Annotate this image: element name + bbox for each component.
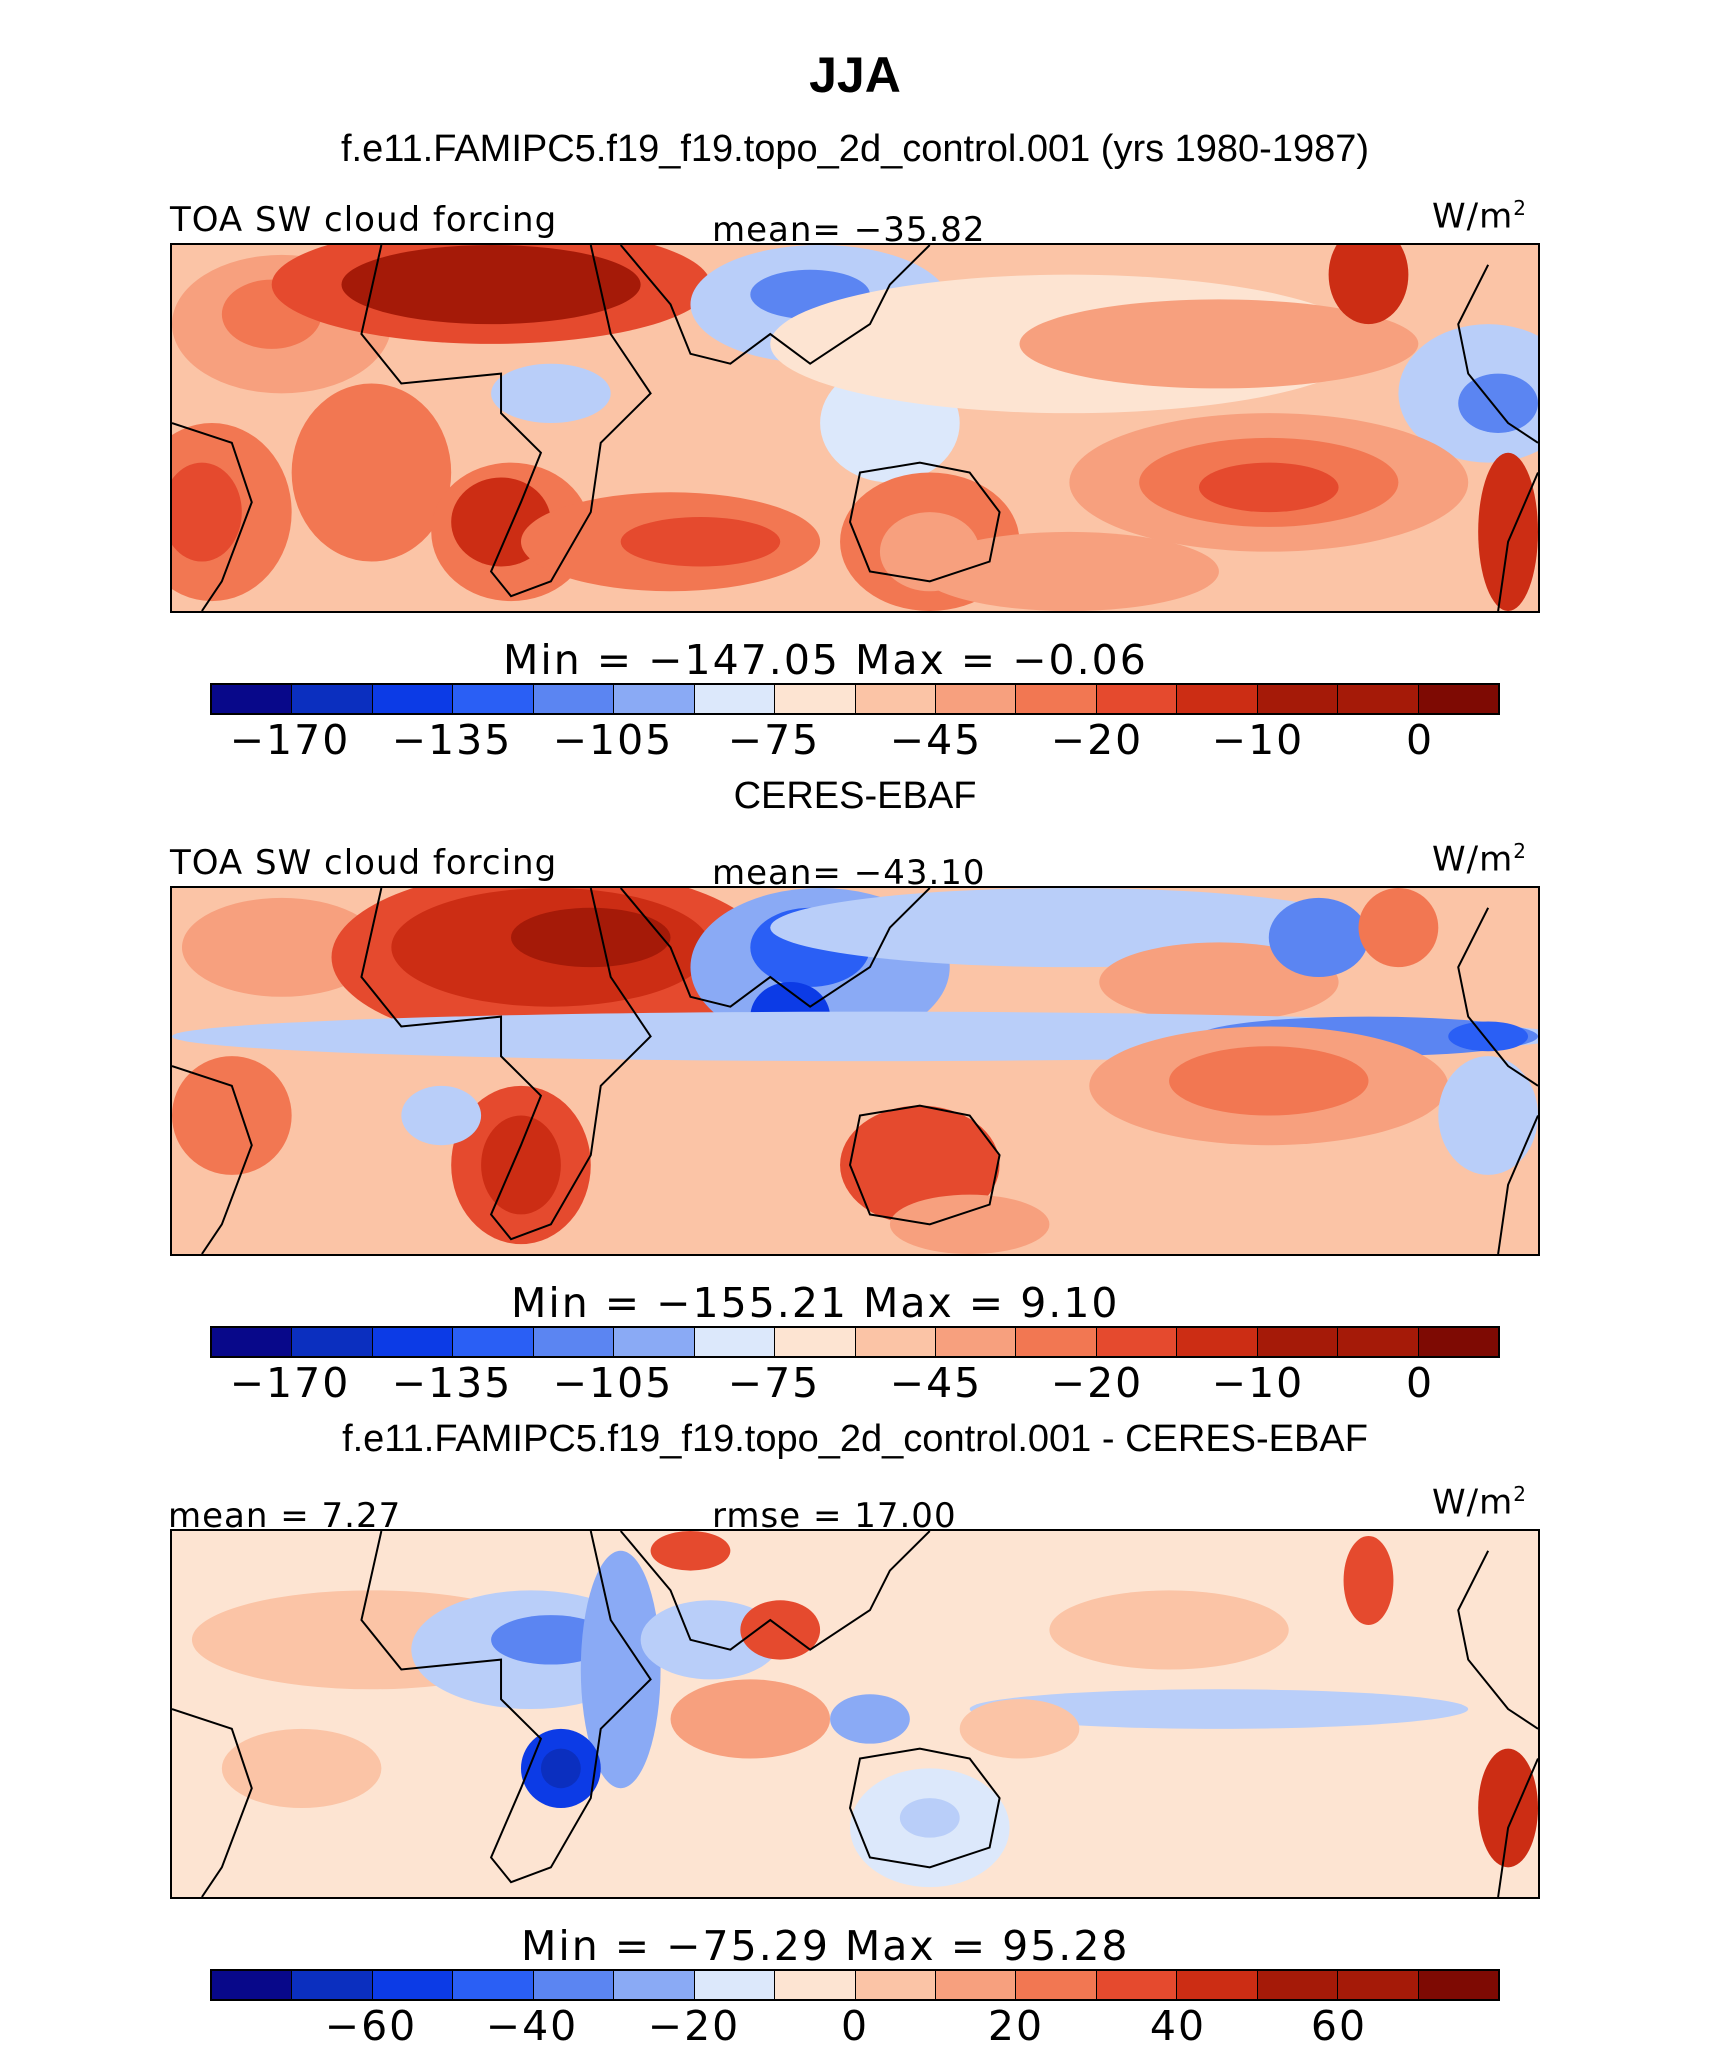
colorbar-tick: −135	[391, 1359, 513, 1407]
panel3-unit-label: W/m2	[1432, 1482, 1527, 1523]
panel3-colorbar	[210, 1969, 1500, 2001]
panel2-field-contours	[172, 888, 1538, 1254]
colorbar-swatch	[614, 1971, 695, 1999]
colorbar-swatch	[1338, 1328, 1419, 1356]
colorbar-tick: 0	[840, 2002, 870, 2050]
colorbar-swatch	[212, 1328, 293, 1356]
colorbar-swatch	[614, 685, 695, 713]
colorbar-tick: −170	[229, 1359, 351, 1407]
colorbar-swatch	[453, 1328, 534, 1356]
colorbar-tick: −60	[324, 2002, 418, 2050]
colorbar-swatch	[855, 1328, 936, 1356]
colorbar-tick: −105	[552, 716, 674, 764]
colorbar-swatch	[292, 1971, 373, 1999]
colorbar-swatch	[855, 1971, 936, 1999]
colorbar-swatch	[1016, 685, 1097, 713]
colorbar-swatch	[533, 1971, 615, 1999]
colorbar-swatch	[372, 1328, 454, 1356]
colorbar-swatch	[1418, 685, 1498, 713]
colorbar-swatch	[1257, 1971, 1339, 1999]
colorbar-tick: −40	[485, 2002, 579, 2050]
colorbar-swatch	[1338, 1971, 1419, 1999]
panel2-unit-label: W/m2	[1432, 839, 1527, 880]
panel1-unit-label: W/m2	[1432, 196, 1527, 237]
colorbar-tick: −75	[727, 1359, 821, 1407]
colorbar-tick: −10	[1211, 1359, 1305, 1407]
colorbar-swatch	[372, 685, 454, 713]
colorbar-tick: −45	[889, 1359, 983, 1407]
panel1-colorbar-ticks: −170 −135 −105 −75 −45 −20 −10 0	[210, 716, 1500, 766]
colorbar-swatch	[453, 1971, 534, 1999]
colorbar-swatch	[1096, 1328, 1178, 1356]
colorbar-tick: −105	[552, 1359, 674, 1407]
colorbar-swatch	[533, 685, 615, 713]
colorbar-tick: −135	[391, 716, 513, 764]
colorbar-tick: −20	[1050, 1359, 1144, 1407]
panel3-field-contours	[191, 1531, 1538, 1888]
panel1-variable-label: TOA SW cloud forcing	[170, 200, 558, 240]
colorbar-swatch	[1096, 1971, 1178, 1999]
colorbar-swatch	[1418, 1328, 1498, 1356]
panel3-minmax-label: Min = −75.29 Max = 95.28	[521, 1922, 1130, 1970]
colorbar-swatch	[372, 1971, 454, 1999]
colorbar-swatch	[1177, 1971, 1258, 1999]
colorbar-swatch	[775, 685, 856, 713]
colorbar-swatch	[1257, 685, 1339, 713]
colorbar-swatch	[855, 685, 936, 713]
colorbar-swatch	[775, 1971, 856, 1999]
colorbar-tick: −10	[1211, 716, 1305, 764]
colorbar-swatch	[1418, 1971, 1498, 1999]
panel1-caption: f.e11.FAMIPC5.f19_f19.topo_2d_control.00…	[340, 128, 1370, 170]
panel2-minmax-label: Min = −155.21 Max = 9.10	[511, 1279, 1120, 1327]
colorbar-swatch	[935, 685, 1017, 713]
panel2-caption: CERES-EBAF	[733, 775, 977, 817]
panel1-coastlines	[172, 245, 1538, 611]
colorbar-swatch	[1096, 685, 1178, 713]
colorbar-tick: 40	[1149, 2002, 1207, 2050]
panel3-coastlines	[172, 1531, 1538, 1897]
colorbar-tick: −170	[229, 716, 351, 764]
colorbar-tick: 0	[1405, 1359, 1435, 1407]
colorbar-swatch	[292, 685, 373, 713]
colorbar-swatch	[1177, 685, 1258, 713]
colorbar-tick: −75	[727, 716, 821, 764]
colorbar-swatch	[694, 1328, 776, 1356]
panel3-map	[170, 1529, 1540, 1899]
colorbar-swatch	[533, 1328, 615, 1356]
colorbar-swatch	[1338, 685, 1419, 713]
colorbar-swatch	[453, 685, 534, 713]
colorbar-tick: −45	[889, 716, 983, 764]
colorbar-tick: 60	[1310, 2002, 1368, 2050]
colorbar-swatch	[1257, 1328, 1339, 1356]
colorbar-swatch	[292, 1328, 373, 1356]
panel1-minmax-label: Min = −147.05 Max = −0.06	[503, 636, 1148, 684]
figure-title: JJA	[809, 47, 901, 103]
panel1-field-contours	[172, 245, 1538, 611]
colorbar-swatch	[614, 1328, 695, 1356]
panel3-caption: f.e11.FAMIPC5.f19_f19.topo_2d_control.00…	[342, 1418, 1368, 1460]
colorbar-swatch	[212, 1971, 293, 1999]
colorbar-tick: 20	[987, 2002, 1045, 2050]
colorbar-tick: −20	[647, 2002, 741, 2050]
colorbar-swatch	[1016, 1971, 1097, 1999]
panel1-colorbar	[210, 683, 1500, 715]
colorbar-swatch	[935, 1971, 1017, 1999]
panel2-map	[170, 886, 1540, 1256]
colorbar-swatch	[935, 1328, 1017, 1356]
panel2-coastlines	[172, 888, 1538, 1254]
colorbar-swatch	[212, 685, 293, 713]
panel2-colorbar-ticks: −170 −135 −105 −75 −45 −20 −10 0	[210, 1359, 1500, 1409]
panel2-variable-label: TOA SW cloud forcing	[170, 843, 558, 883]
colorbar-tick: 0	[1405, 716, 1435, 764]
colorbar-swatch	[694, 1971, 776, 1999]
panel2-colorbar	[210, 1326, 1500, 1358]
colorbar-swatch	[1016, 1328, 1097, 1356]
panel1-map	[170, 243, 1540, 613]
panel3-colorbar-ticks: −60 −40 −20 0 20 40 60	[210, 2002, 1500, 2052]
colorbar-tick: −20	[1050, 716, 1144, 764]
colorbar-swatch	[1177, 1328, 1258, 1356]
colorbar-swatch	[694, 685, 776, 713]
colorbar-swatch	[775, 1328, 856, 1356]
